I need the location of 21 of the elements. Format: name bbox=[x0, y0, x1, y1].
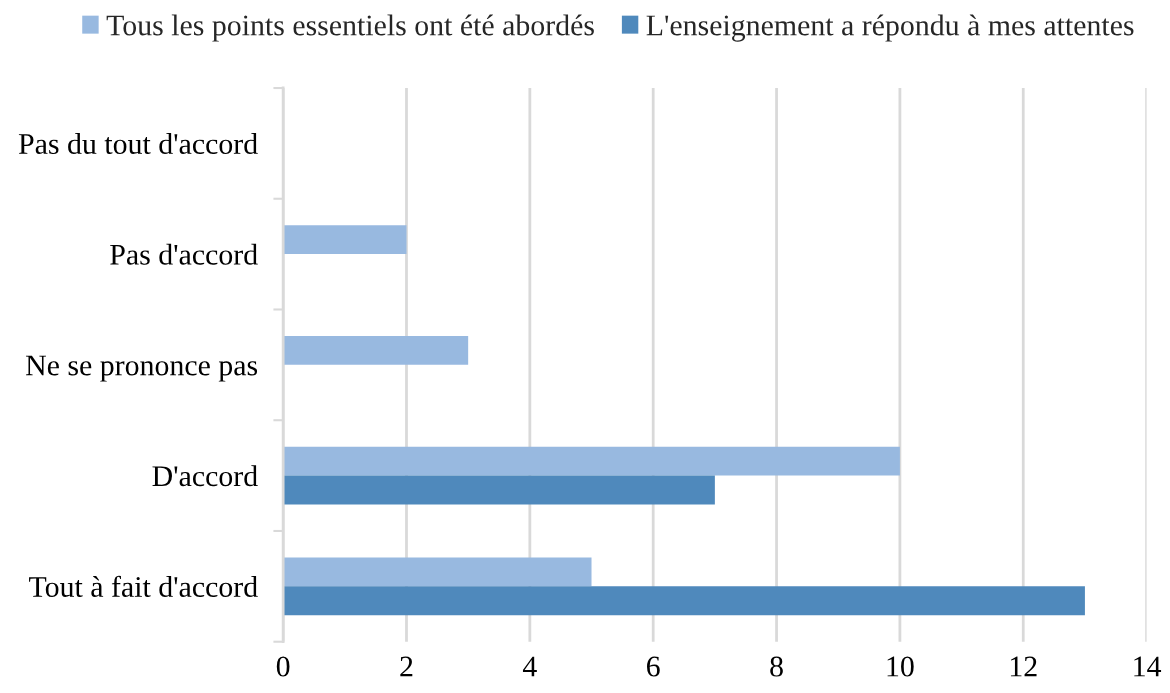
y-tick-label: Tout à fait d'accord bbox=[29, 575, 258, 597]
bar bbox=[283, 557, 592, 587]
bar bbox=[283, 475, 715, 505]
bar bbox=[283, 225, 407, 255]
x-tick-label: 12 bbox=[1010, 656, 1037, 677]
legend-label: Tous les points essentiels ont été abordés bbox=[106, 14, 594, 42]
y-tick-label: Pas du tout d'accord bbox=[18, 133, 258, 155]
x-tick-label: 6 bbox=[647, 656, 660, 677]
bar bbox=[283, 336, 469, 365]
x-tick-label: 2 bbox=[400, 656, 413, 677]
legend-label: L'enseignement a répondu à mes attentes bbox=[646, 14, 1134, 42]
x-tick-label: 8 bbox=[770, 656, 783, 677]
x-tick-label: 4 bbox=[522, 656, 537, 677]
y-tick-label: Pas d'accord bbox=[110, 243, 258, 265]
x-tick-label: 10 bbox=[887, 656, 914, 677]
y-tick-label: D'accord bbox=[152, 465, 258, 487]
bar bbox=[283, 586, 1085, 616]
x-tick-label: 14 bbox=[1134, 656, 1162, 677]
bar bbox=[283, 446, 900, 476]
x-tick-label: 0 bbox=[276, 656, 290, 677]
y-tick-label: Ne se prononce pas bbox=[25, 355, 258, 382]
